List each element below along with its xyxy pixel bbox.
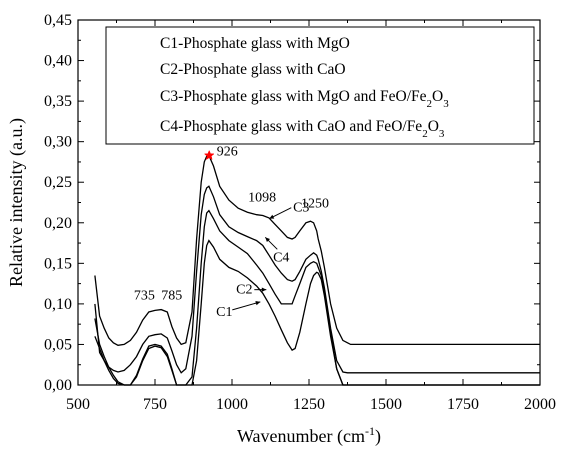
y-tick-label: 0,45 [44, 12, 72, 29]
y-tick-label: 0,10 [44, 296, 72, 313]
series-label-c2: C2 [236, 283, 252, 298]
annotation-785: 785 [161, 289, 182, 304]
x-tick-label: 500 [66, 396, 90, 413]
series-label-arrowhead [261, 287, 267, 292]
x-tick-label: 2000 [524, 396, 556, 413]
y-tick-label: 0,30 [44, 134, 72, 151]
x-tick-label: 1750 [447, 396, 479, 413]
x-axis-title: Wavenumber (cm-1) [237, 424, 381, 447]
y-axis-ticks: 0,00 0,05 0,10 0,15 0,20 0,25 0,30 0,35 0,40 0,45 [44, 12, 540, 394]
legend-entry-c1: C1-Phosphate glass with MgO [160, 35, 350, 52]
legend-entry-c3: C3-Phosphate glass with MgO and FeO/Fe2O… [160, 88, 449, 110]
legend-entry-c2: C2-Phosphate glass with CaO [160, 61, 346, 78]
x-axis-ticks: 500 750 1000 1250 1500 1750 2000 [66, 20, 556, 413]
annotation-735: 735 [134, 289, 155, 304]
series-group [94, 154, 540, 386]
series-label-c4: C4 [273, 250, 289, 265]
legend: C1-Phosphate glass with MgO C2-Phosphate… [105, 26, 535, 145]
x-tick-label: 750 [143, 396, 167, 413]
legend-box [105, 26, 535, 145]
series-label-arrowhead [255, 301, 261, 306]
legend-entry-c4: C4-Phosphate glass with CaO and FeO/Fe2O… [160, 118, 445, 140]
series-label-arrow [232, 301, 261, 311]
y-tick-label: 0,40 [44, 53, 72, 70]
series-label-c3: C3 [293, 201, 309, 216]
x-tick-label: 1000 [216, 396, 248, 413]
annotation-1098: 1098 [248, 191, 276, 206]
x-tick-label: 1500 [370, 396, 402, 413]
series-label-arrowhead [269, 214, 275, 219]
y-axis-title: Relative intensity (a.u.) [6, 118, 27, 287]
series-label-c1: C1 [216, 305, 232, 320]
y-tick-label: 0,20 [44, 215, 72, 232]
annotation-926: 926 [217, 144, 238, 159]
series-line-c4 [94, 185, 540, 374]
series-line-c3 [94, 154, 540, 346]
y-tick-label: 0,15 [44, 255, 72, 272]
series-line-c2 [94, 209, 540, 386]
y-tick-label: 0,00 [44, 377, 72, 394]
y-tick-label: 0,05 [44, 336, 72, 353]
series-label-arrowhead [265, 237, 271, 243]
peak-marker-star [203, 149, 215, 161]
y-tick-label: 0,35 [44, 93, 72, 110]
x-tick-label: 1250 [293, 396, 325, 413]
annotation-1250: 1250 [301, 196, 329, 211]
series-line-c1 [94, 239, 540, 386]
y-tick-label: 0,25 [44, 174, 72, 191]
